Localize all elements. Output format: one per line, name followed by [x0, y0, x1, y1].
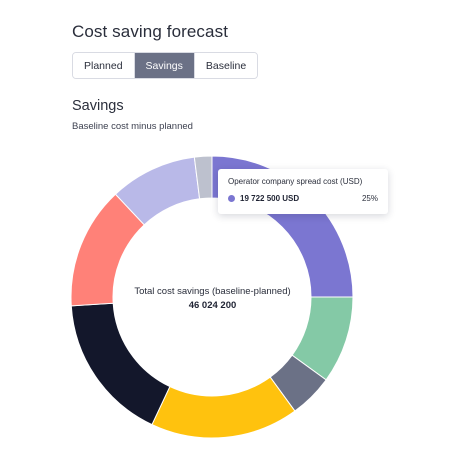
tab-baseline[interactable]: Baseline [194, 53, 258, 78]
donut-slice-4[interactable] [151, 376, 296, 439]
tooltip-title: Operator company spread cost (USD) [228, 177, 363, 186]
section-subtitle: Baseline cost minus planned [72, 121, 193, 132]
page-title: Cost saving forecast [72, 22, 229, 41]
tooltip-value: 19 722 500 USD [240, 194, 300, 203]
donut-center-value: 46 024 200 [188, 300, 237, 311]
slice-tooltip: Operator company spread cost (USD) 19 72… [218, 169, 388, 214]
donut-slice-5[interactable] [70, 302, 171, 426]
tooltip-percent: 25% [361, 194, 378, 203]
tab-planned[interactable]: Planned [73, 53, 135, 78]
donut-slice-8[interactable] [193, 155, 213, 200]
tab-savings[interactable]: Savings [134, 53, 195, 78]
section-title: Savings [72, 98, 124, 114]
tooltip-color-dot-icon [228, 195, 235, 202]
donut-center-label: Total cost savings (baseline-planned) [134, 286, 291, 297]
view-segmented-control: Planned Savings Baseline [72, 52, 259, 79]
tooltip-row: 19 722 500 USD 25% [228, 194, 378, 203]
